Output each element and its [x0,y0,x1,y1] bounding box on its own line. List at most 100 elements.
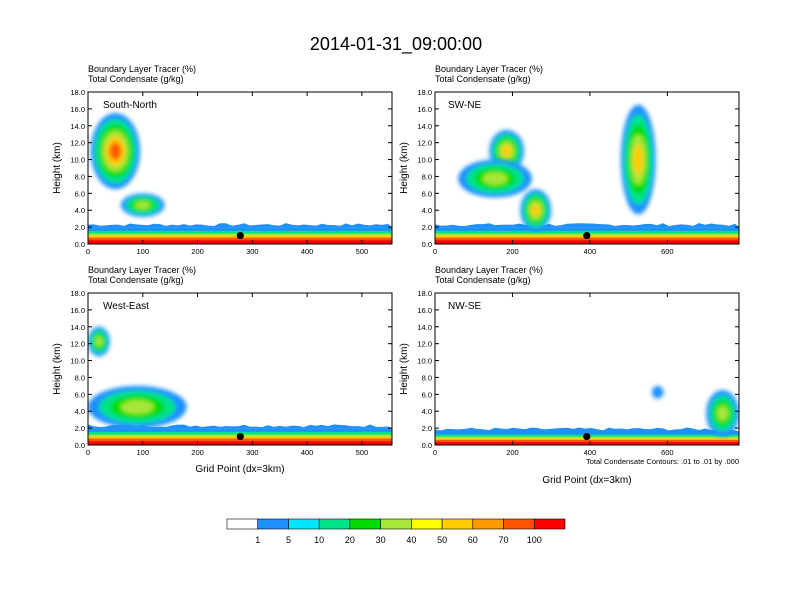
plume-level [531,204,540,216]
y-tick-label: 12.0 [70,340,85,349]
panel-nw-se: Boundary Layer Tracer (%) Total Condensa… [399,265,740,486]
y-tick-label: 2.0 [75,424,85,433]
y-tick-label: 10.0 [70,357,85,366]
panel-south-north: Boundary Layer Tracer (%) Total Condensa… [52,64,393,256]
x-tick-label: 500 [356,448,369,457]
y-tick-label: 8.0 [75,373,85,382]
colorbar-swatch [380,518,412,530]
tracer-band-edge [88,424,392,429]
y-tick-label: 8.0 [75,172,85,181]
colorbar-swatch [533,518,566,530]
x-tick-label: 200 [191,448,204,457]
y-tick-label: 4.0 [422,407,432,416]
colorbar-swatch [257,518,289,530]
y-tick-label: 18.0 [70,289,85,298]
marker-point [236,231,244,240]
tracer-plume-0 [90,113,141,190]
tracer-band-5 [435,442,739,445]
tracer-plume-1 [458,159,532,198]
y-axis-label: Height (km) [52,343,63,395]
y-tick-label: 0.0 [75,240,85,249]
panel-title-condensate: Total Condensate (g/kg) [88,74,184,84]
colorbar-swatch [226,518,259,530]
plot-area [435,104,739,244]
y-tick-label: 14.0 [70,122,85,131]
y-axis-label: Height (km) [399,343,410,395]
x-tick-label: 400 [301,448,314,457]
colorbar-swatch [411,518,443,530]
panel-sw-ne: Boundary Layer Tracer (%) Total Condensa… [399,64,740,256]
tracer-plume-2 [520,189,552,232]
plot-frame [87,292,393,446]
colorbar-label: 40 [406,535,416,545]
colorbar-label: 30 [376,535,386,545]
x-tick-label: 100 [137,448,150,457]
y-tick-label: 18.0 [417,88,432,97]
x-tick-label: 400 [301,247,314,256]
x-tick-label: 300 [246,247,259,256]
plume-level [633,144,644,175]
panel-west-east: Boundary Layer Tracer (%) Total Condensa… [52,265,393,475]
tracer-band-edge [435,223,739,228]
x-tick-label: 400 [584,247,597,256]
x-tick-label: 0 [433,247,437,256]
y-tick-label: 6.0 [75,390,85,399]
y-tick-label: 14.0 [417,323,432,332]
contour-note: Total Condensate Contours: .01 to .01 by… [586,457,739,466]
y-tick-label: 4.0 [75,407,85,416]
tracer-plume-3 [620,104,656,215]
x-tick-label: 500 [356,247,369,256]
y-tick-label: 8.0 [422,172,432,181]
x-tick-label: 0 [86,448,90,457]
y-tick-label: 10.0 [417,357,432,366]
panel-label: South-North [103,100,157,111]
tracer-plume-0 [651,385,664,399]
plot-area [88,326,392,445]
plume-level [501,145,512,157]
plume-level [482,172,508,185]
colorbar-swatch [288,518,320,530]
plume-level [95,336,103,347]
y-tick-label: 8.0 [422,373,432,382]
plot-frame [434,292,740,446]
colorbar-label: 50 [437,535,447,545]
plume-level [651,385,664,399]
y-tick-label: 0.0 [75,441,85,450]
y-axis-label: Height (km) [399,142,410,194]
x-axis-label: Grid Point (dx=3km) [542,475,631,486]
colorbar-swatch [472,518,504,530]
panel-label: West-East [103,301,149,312]
tracer-band-5 [435,240,739,244]
colorbar-label: 100 [527,535,542,545]
x-tick-label: 200 [191,247,204,256]
colorbar-swatch [503,518,535,530]
x-tick-label: 0 [433,448,437,457]
panel-title-tracer: Boundary Layer Tracer (%) [435,265,543,275]
y-axis-label: Height (km) [52,142,63,194]
y-tick-label: 0.0 [422,441,432,450]
panel-title-tracer: Boundary Layer Tracer (%) [88,265,196,275]
x-tick-label: 600 [661,448,674,457]
axes: 0.0 2.0 4.0 6.0 8.0 10.0 12.0 14.0 16.0 18.0 0 100 2… [70,88,393,256]
plot-frame [87,91,393,245]
tracer-band-edge [435,427,739,432]
y-tick-label: 12.0 [70,139,85,148]
plot-area [435,385,739,445]
y-tick-label: 6.0 [422,189,432,198]
y-tick-label: 4.0 [75,206,85,215]
plume-level [109,142,122,160]
y-tick-label: 6.0 [75,189,85,198]
y-tick-label: 16.0 [417,306,432,315]
tracer-plume-1 [120,193,165,217]
tracer-plume-0 [88,326,110,357]
marker-point [583,231,591,240]
colorbar-swatch [349,518,381,530]
axes: 0.0 2.0 4.0 6.0 8.0 10.0 12.0 14.0 16.0 18.0 0 100 2… [70,289,393,457]
tracer-band-5 [88,441,392,445]
plume-level [717,405,729,422]
plume-level [135,201,151,210]
y-tick-label: 0.0 [422,240,432,249]
x-tick-label: 200 [506,247,519,256]
panel-label: NW-SE [448,301,481,312]
